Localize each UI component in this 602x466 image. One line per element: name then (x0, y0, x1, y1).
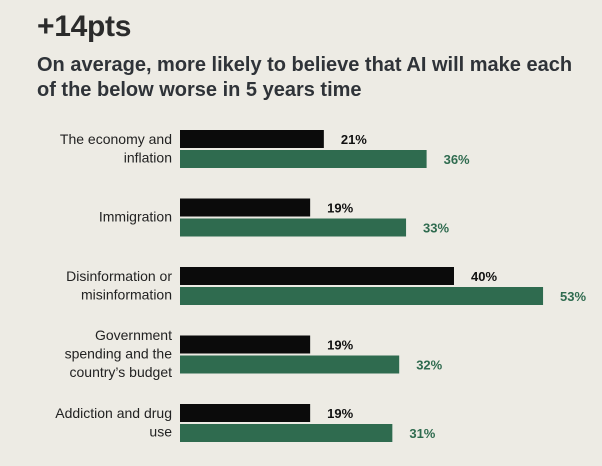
bar-series_b (180, 218, 407, 237)
data-label-series_a: 19% (327, 201, 353, 216)
data-label-series_a: 19% (327, 406, 353, 421)
data-label-series_a: 21% (341, 132, 367, 147)
bar-series_b (180, 424, 393, 442)
category-label: Disinformation or (66, 268, 172, 284)
bar-series_a (180, 404, 311, 422)
bar-series_a (180, 130, 324, 148)
bar-series_b (180, 150, 427, 168)
category-label: inflation (124, 149, 172, 165)
bar-series_b (180, 287, 544, 305)
bar-series_b (180, 355, 400, 374)
data-label-series_b: 31% (409, 426, 435, 441)
category-label: spending and the (65, 346, 173, 362)
category-label: The economy and (60, 131, 172, 147)
data-label-series_b: 53% (560, 289, 586, 304)
bar-series_a (180, 267, 454, 285)
bar-series_a (180, 198, 311, 217)
data-label-series_a: 19% (327, 338, 353, 353)
data-label-series_a: 40% (471, 269, 497, 284)
bar-series_a (180, 335, 311, 354)
data-label-series_b: 32% (416, 358, 442, 373)
chart-subtitle: On average, more likely to believe that … (37, 54, 573, 101)
category-label: misinformation (81, 286, 172, 302)
data-label-series_b: 36% (444, 152, 470, 167)
headline: +14pts (37, 10, 132, 43)
category-label: Addiction and drug (55, 405, 172, 421)
category-label: Government (95, 327, 172, 343)
category-label: use (149, 423, 172, 439)
category-label: country’s budget (70, 364, 173, 380)
data-label-series_b: 33% (423, 221, 449, 236)
category-label: Immigration (99, 209, 172, 225)
